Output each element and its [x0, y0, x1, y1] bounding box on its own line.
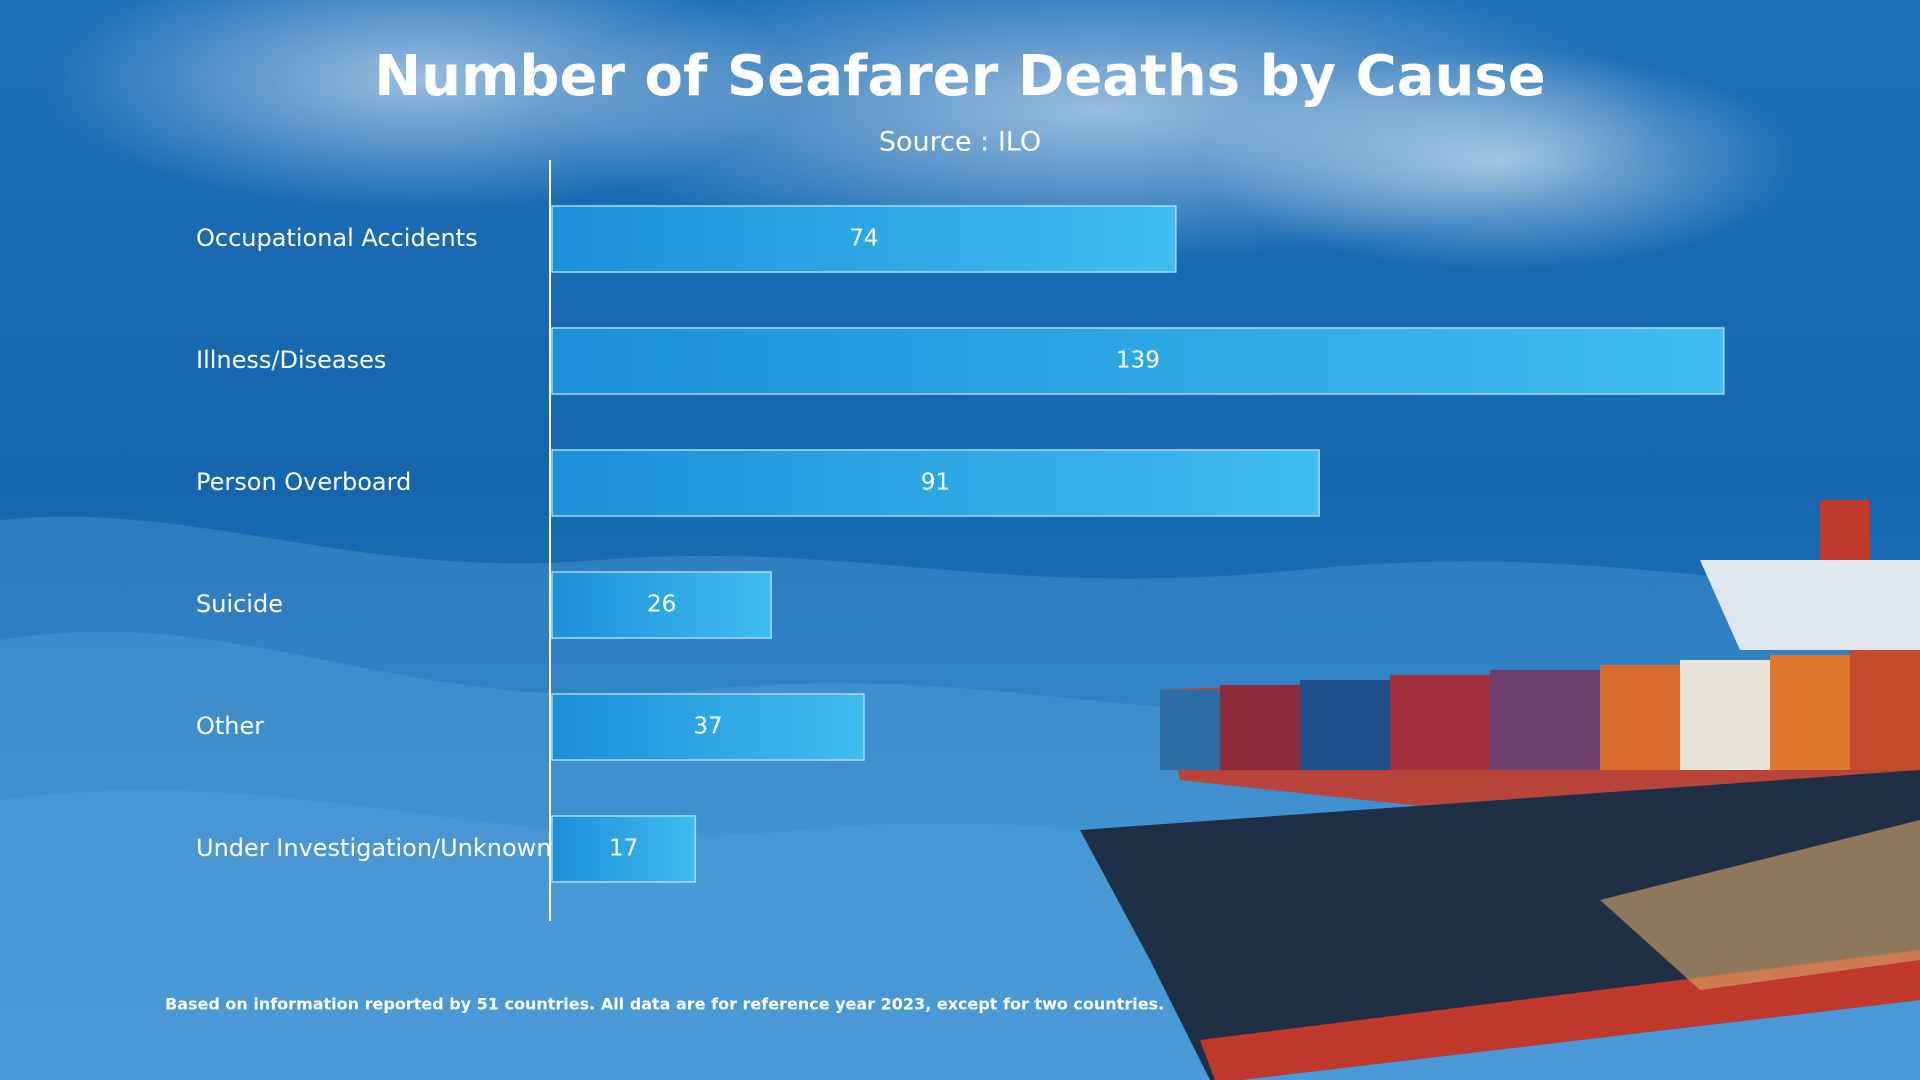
category-label: Illness/Diseases — [196, 346, 386, 374]
value-label: 139 — [1116, 348, 1160, 374]
value-label: 26 — [647, 592, 676, 618]
value-label: 37 — [693, 714, 722, 740]
clouds — [40, 0, 1800, 270]
footnote: Based on information reported by 51 coun… — [165, 995, 1164, 1014]
bar — [551, 815, 697, 883]
bar — [551, 205, 1177, 273]
chart-title: Number of Seafarer Deaths by Cause — [374, 44, 1545, 109]
value-label: 74 — [849, 226, 878, 252]
ship — [1080, 500, 1920, 1080]
value-label: 17 — [609, 836, 638, 862]
bar — [551, 693, 865, 761]
category-label: Other — [196, 712, 264, 740]
bar — [551, 327, 1725, 395]
category-label: Under Investigation/Unknown — [196, 834, 552, 862]
bar — [551, 571, 772, 639]
category-label: Suicide — [196, 590, 283, 618]
category-label: Occupational Accidents — [196, 224, 478, 252]
bar — [551, 449, 1320, 517]
chart-subtitle: Source : ILO — [879, 127, 1041, 158]
value-label: 91 — [921, 470, 950, 496]
category-label: Person Overboard — [196, 468, 411, 496]
